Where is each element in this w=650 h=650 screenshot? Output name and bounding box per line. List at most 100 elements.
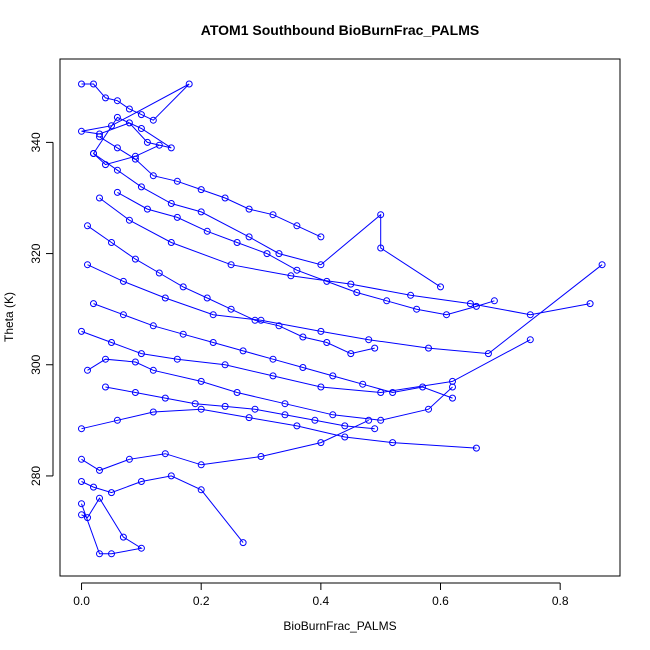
data-point	[179, 330, 187, 338]
data-point	[287, 272, 295, 280]
data-point	[251, 316, 259, 324]
data-point	[84, 222, 91, 230]
series-line	[87, 358, 453, 421]
series-15	[96, 133, 325, 241]
data-point	[197, 405, 205, 413]
data-point	[113, 188, 121, 196]
chart-title: ATOM1 Southbound BioBurnFrac_PALMS	[201, 22, 479, 38]
data-point	[425, 344, 432, 352]
data-point	[323, 277, 331, 285]
data-point	[96, 550, 103, 558]
data-point	[96, 133, 103, 141]
data-point	[125, 216, 133, 224]
data-point	[221, 361, 229, 369]
data-point	[197, 208, 205, 216]
series-line	[87, 225, 375, 355]
data-point	[119, 533, 127, 541]
data-point	[299, 364, 307, 371]
data-point	[251, 405, 259, 413]
data-point	[173, 355, 181, 363]
data-point	[425, 405, 432, 413]
data-point	[78, 455, 85, 463]
series-9	[78, 472, 247, 547]
data-point	[245, 414, 253, 422]
data-point	[371, 344, 379, 352]
data-point	[96, 194, 103, 202]
data-point	[90, 300, 97, 308]
data-point	[257, 453, 265, 460]
data-point	[341, 433, 349, 441]
data-point	[269, 372, 277, 380]
data-point	[90, 80, 97, 88]
data-point	[383, 297, 391, 305]
data-point	[179, 283, 187, 291]
data-layer	[78, 80, 606, 558]
plot-frame	[59, 58, 621, 577]
data-point	[161, 394, 169, 402]
data-point	[125, 105, 133, 113]
data-point	[598, 261, 606, 269]
x-axis: 0.0 0.2 0.4 0.6 0.8	[73, 582, 569, 608]
y-axis-label: Theta (K)	[2, 292, 16, 342]
data-point	[347, 280, 355, 288]
data-point	[78, 478, 85, 485]
series-line	[105, 386, 375, 430]
data-point	[125, 119, 133, 127]
data-point	[449, 383, 456, 391]
data-point	[353, 289, 361, 296]
data-point	[317, 233, 325, 241]
data-point	[149, 322, 157, 330]
data-point	[359, 380, 367, 388]
data-point	[437, 283, 444, 291]
series-11	[84, 222, 379, 358]
x-tick-label: 0.2	[193, 594, 210, 608]
data-point	[293, 266, 301, 274]
data-point	[526, 311, 534, 319]
data-point	[78, 500, 85, 508]
series-12	[90, 300, 456, 402]
series-line	[117, 191, 495, 316]
data-point	[197, 461, 205, 469]
data-point	[113, 97, 121, 105]
data-point	[484, 350, 492, 358]
data-point	[96, 466, 103, 474]
data-point	[78, 425, 85, 433]
data-point	[329, 372, 337, 380]
data-point	[78, 80, 85, 88]
data-point	[197, 377, 205, 385]
data-point	[526, 336, 534, 344]
data-point	[275, 250, 283, 258]
data-point	[209, 311, 217, 319]
data-point	[108, 339, 115, 346]
data-point	[155, 269, 163, 277]
y-tick-label: 280	[29, 466, 43, 486]
series-13	[102, 383, 379, 433]
series-line	[87, 264, 603, 355]
data-point	[149, 366, 157, 374]
data-point	[113, 166, 121, 174]
data-point	[472, 444, 480, 452]
data-point	[227, 305, 235, 313]
data-point	[263, 250, 271, 258]
data-point	[155, 141, 163, 149]
series-5	[78, 327, 534, 396]
data-point	[149, 116, 157, 124]
data-point	[167, 200, 175, 207]
data-point	[245, 233, 253, 241]
data-point	[341, 422, 349, 430]
data-point	[78, 327, 85, 335]
data-point	[245, 205, 253, 213]
data-point	[221, 402, 229, 410]
data-point	[191, 400, 199, 408]
data-point	[78, 511, 85, 519]
data-point	[131, 155, 139, 163]
data-point	[269, 355, 277, 363]
data-point	[119, 277, 127, 285]
data-point	[221, 194, 229, 202]
data-point	[317, 327, 325, 335]
data-point	[173, 213, 181, 221]
x-axis-label: BioBurnFrac_PALMS	[283, 619, 396, 633]
series-line	[81, 497, 143, 555]
series-line	[81, 419, 369, 471]
data-point	[84, 514, 91, 522]
